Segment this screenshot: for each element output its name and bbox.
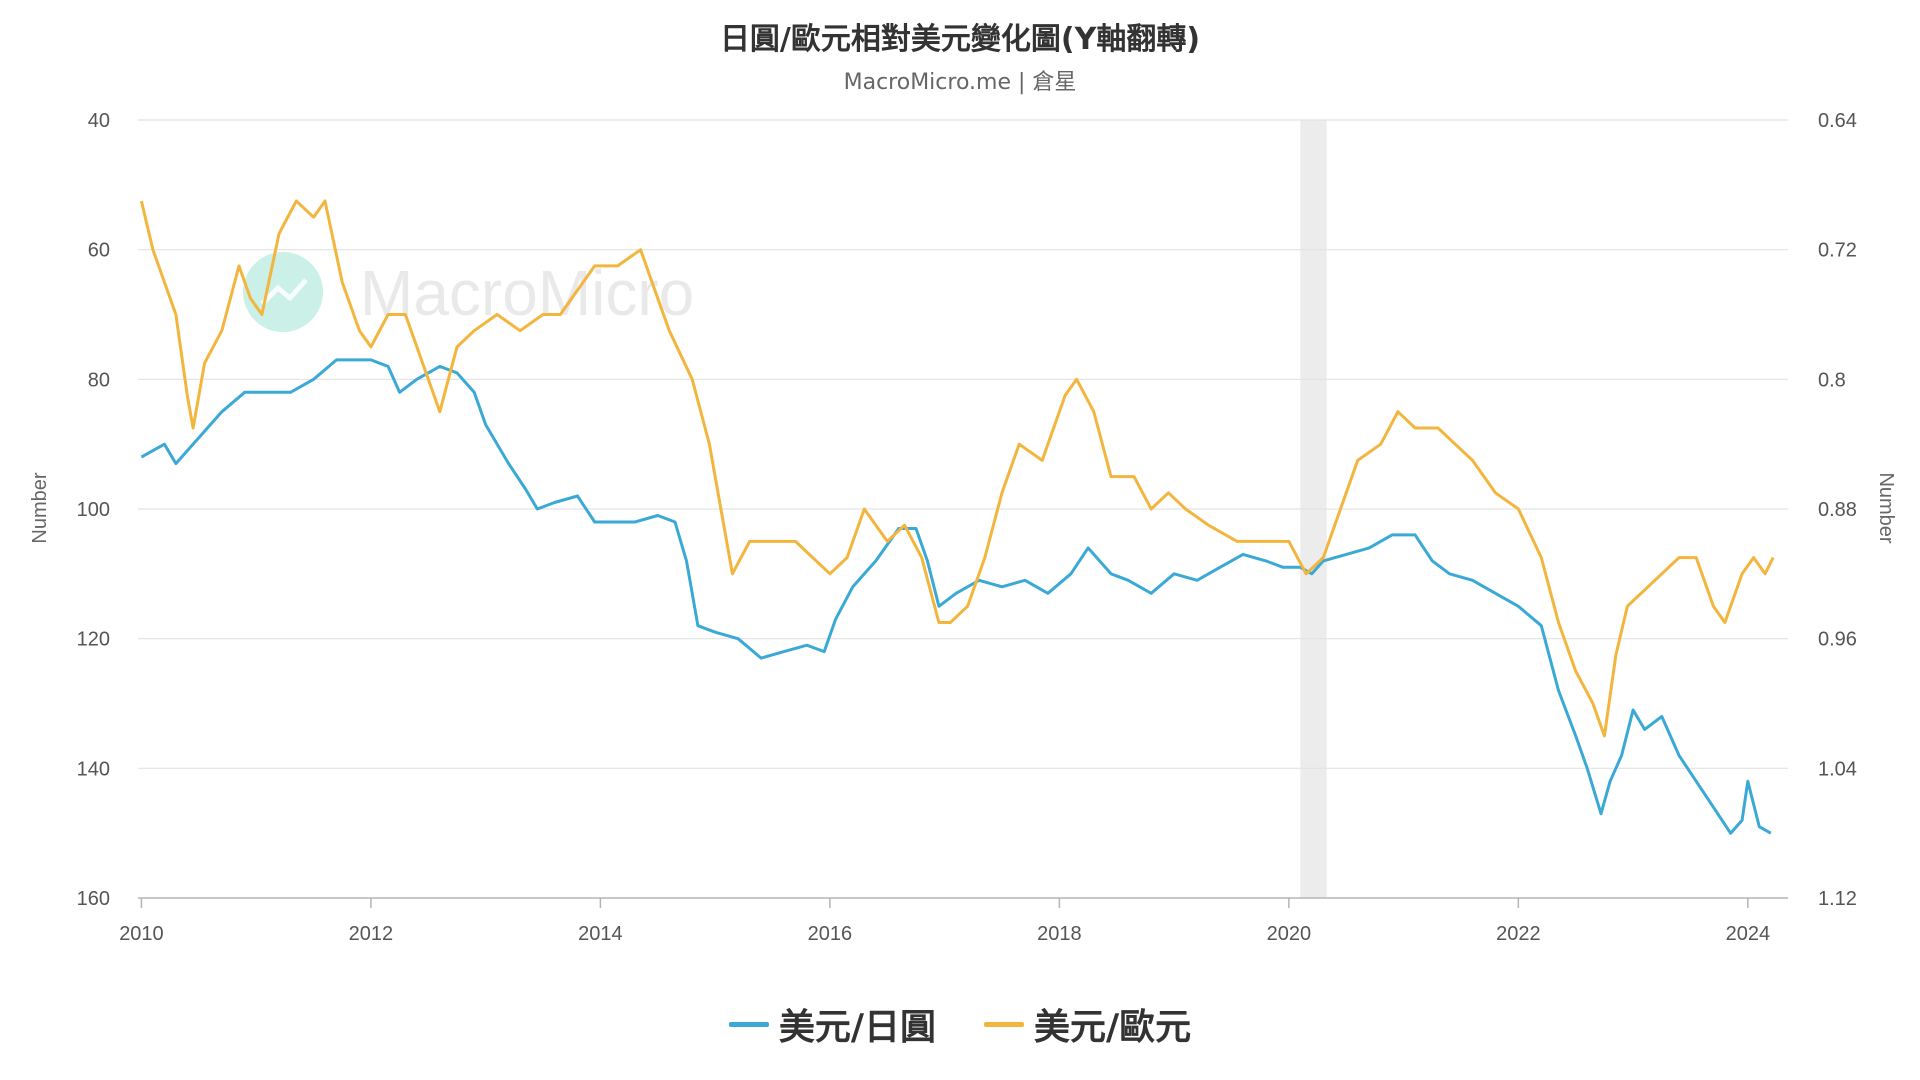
x-tick-label: 2018 xyxy=(1037,923,1082,945)
right-tick-label: 0.64 xyxy=(1818,110,1857,132)
x-tick-label: 2024 xyxy=(1726,923,1771,945)
right-tick-label: 0.8 xyxy=(1818,369,1846,391)
left-axis-title: Number xyxy=(29,472,51,543)
axis-layer: 40 60 80 100 120 140 160 0.64 0.72 0.8 0.88 0.96 1.0… xyxy=(77,110,1857,945)
grid-layer xyxy=(138,119,1788,769)
series-line-0 xyxy=(140,358,1772,835)
legend-swatch-usdeur xyxy=(984,1021,1024,1027)
legend-label-usdjpy: 美元/日圓 xyxy=(778,1007,936,1048)
series-layer xyxy=(139,199,1775,835)
right-tick-label: 1.04 xyxy=(1818,758,1857,780)
series-line-1 xyxy=(139,199,1775,738)
legend-item-usdeur[interactable]: 美元/歐元 xyxy=(984,998,1191,1050)
x-tick-label: 2014 xyxy=(578,923,623,945)
legend-item-usdjpy[interactable]: 美元/日圓 xyxy=(728,998,936,1050)
x-tick-label: 2012 xyxy=(349,923,394,945)
right-tick-label: 0.88 xyxy=(1818,499,1857,521)
right-tick-label: 0.96 xyxy=(1818,629,1857,651)
left-tick-label: 100 xyxy=(77,499,110,521)
left-tick-label: 80 xyxy=(88,369,110,391)
right-axis-title: Number xyxy=(1875,472,1897,543)
legend: 美元/日圓 美元/歐元 xyxy=(0,998,1920,1050)
right-tick-label: 0.72 xyxy=(1818,240,1857,262)
watermark-logo-icon xyxy=(243,252,323,332)
left-tick-label: 140 xyxy=(77,758,110,780)
watermark-text: MacroMicro xyxy=(360,257,694,329)
right-tick-label: 1.12 xyxy=(1818,888,1857,910)
legend-swatch-usdjpy xyxy=(728,1021,769,1027)
chart-subtitle: MacroMicro.me | 倉星 xyxy=(843,70,1077,95)
chart-title: 日圓/歐元相對美元變化圖(Y軸翻轉) xyxy=(719,22,1201,57)
left-tick-label: 40 xyxy=(88,110,110,132)
x-tick-label: 2010 xyxy=(119,923,164,945)
legend-label-usdeur: 美元/歐元 xyxy=(1034,1007,1192,1048)
x-tick-label: 2020 xyxy=(1267,923,1312,945)
left-tick-label: 120 xyxy=(77,629,110,651)
left-tick-label: 160 xyxy=(77,888,110,910)
x-tick-label: 2016 xyxy=(808,923,853,945)
left-tick-label: 60 xyxy=(88,240,110,262)
x-tick-label: 2022 xyxy=(1496,923,1541,945)
